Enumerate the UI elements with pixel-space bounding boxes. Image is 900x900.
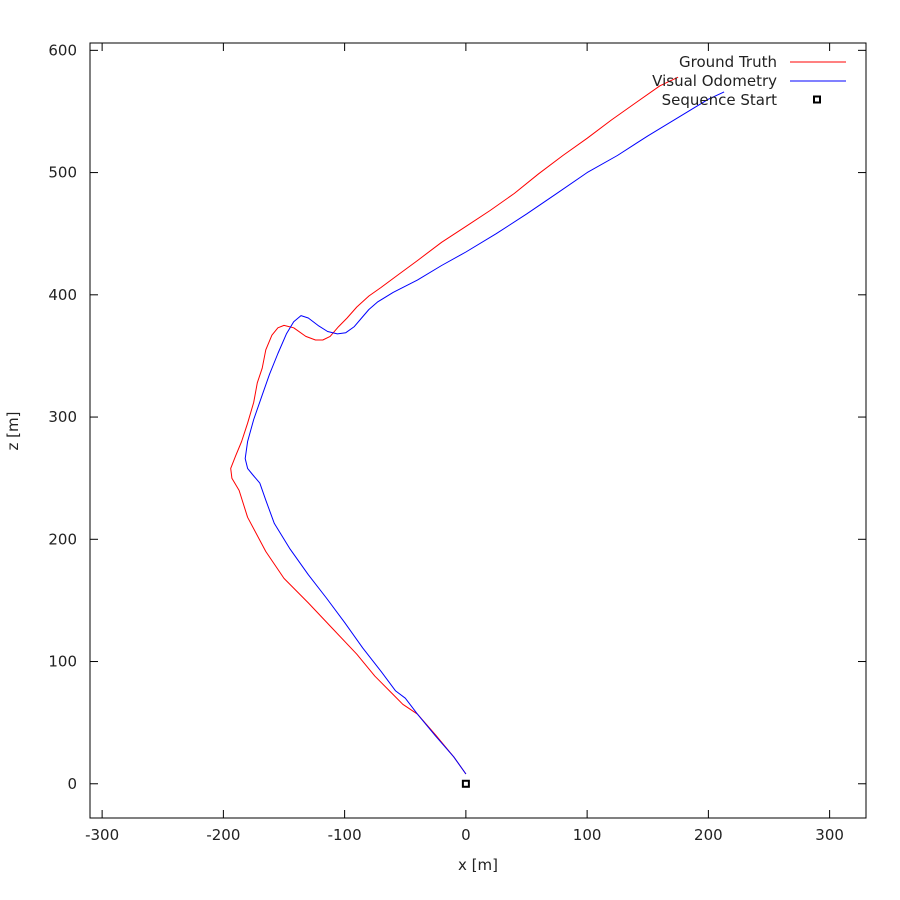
y-tick-label: 300 — [48, 408, 77, 426]
series-layer — [230, 76, 725, 775]
x-tick-label: -100 — [328, 826, 362, 844]
series-ground-truth — [230, 76, 679, 775]
x-axis: -300 -200 -100 0 100 200 300 — [85, 43, 844, 844]
x-tick-label: -300 — [85, 826, 119, 844]
x-tick-label: -200 — [206, 826, 240, 844]
y-tick-label: 400 — [48, 286, 77, 304]
y-axis: 0 100 200 300 400 500 600 — [48, 41, 866, 793]
y-tick-label: 600 — [48, 41, 77, 59]
x-tick-label: 200 — [694, 826, 723, 844]
legend-label-visual-odometry: Visual Odometry — [652, 72, 777, 90]
y-axis-label: z [m] — [4, 412, 22, 451]
x-tick-label: 100 — [573, 826, 602, 844]
y-tick-label: 500 — [48, 164, 77, 182]
series-visual-odometry — [244, 91, 725, 775]
plot-frame — [89, 42, 867, 819]
y-tick-label: 100 — [48, 653, 77, 671]
x-tick-label: 0 — [461, 826, 471, 844]
y-tick-label: 200 — [48, 530, 77, 548]
legend-label-ground-truth: Ground Truth — [679, 53, 777, 71]
legend-swatch-sequence-start — [813, 95, 821, 104]
x-tick-label: 300 — [815, 826, 844, 844]
x-axis-label: x [m] — [458, 856, 498, 874]
sequence-start-marker — [461, 779, 470, 788]
legend: Ground Truth Visual Odometry Sequence St… — [652, 53, 846, 109]
legend-label-sequence-start: Sequence Start — [662, 91, 778, 109]
y-tick-label: 0 — [67, 775, 77, 793]
marker-layer — [461, 779, 470, 788]
